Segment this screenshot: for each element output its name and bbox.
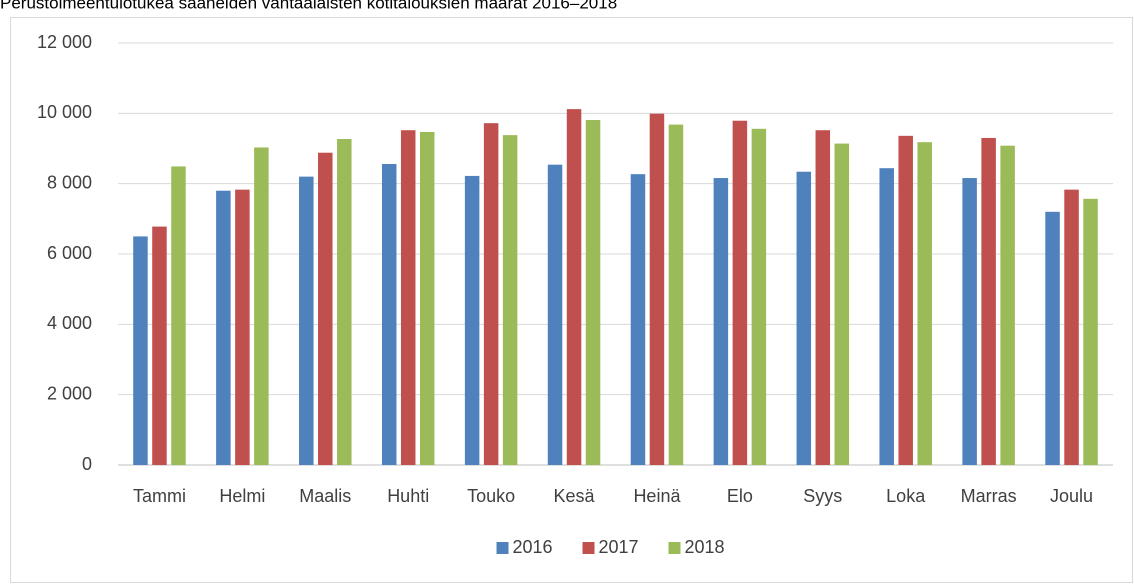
legend-label: 2016 <box>513 537 553 557</box>
bar <box>713 178 729 466</box>
bar <box>171 166 186 465</box>
bar <box>1000 145 1015 466</box>
bar <box>337 139 352 465</box>
x-tick-label: Syys <box>803 486 842 506</box>
bar <box>917 142 932 466</box>
legend-swatch <box>496 542 509 554</box>
bar <box>547 164 563 465</box>
x-tick-label: Maalis <box>299 486 351 506</box>
x-tick-label: Loka <box>886 486 926 506</box>
bar <box>630 174 646 465</box>
legend-swatch <box>582 542 595 554</box>
bar <box>566 109 582 465</box>
bar <box>1045 211 1060 465</box>
y-tick-label: 2 000 <box>47 383 92 403</box>
bar <box>981 137 996 465</box>
x-tick-label: Huhti <box>387 486 429 506</box>
bar <box>898 135 913 465</box>
bar <box>216 190 231 465</box>
bar <box>962 178 977 466</box>
bar <box>400 130 416 466</box>
y-tick-label: 0 <box>82 454 92 474</box>
chart-title: Perustoimeentulotukea saaneiden vantaala… <box>0 0 617 12</box>
bar <box>502 135 518 466</box>
bar <box>464 175 480 465</box>
y-tick-label: 12 000 <box>37 32 92 52</box>
bar <box>1083 198 1098 465</box>
bar <box>732 120 748 466</box>
bar <box>381 163 397 465</box>
bar <box>585 120 601 465</box>
bar <box>483 123 499 466</box>
x-tick-label: Joulu <box>1050 486 1093 506</box>
bar <box>235 189 250 465</box>
bar <box>133 236 148 465</box>
x-tick-label: Tammi <box>133 486 186 506</box>
bar <box>815 130 831 466</box>
bar <box>649 113 665 465</box>
bar <box>796 171 812 465</box>
x-tick-label: Elo <box>727 486 753 506</box>
x-tick-label: Marras <box>961 486 1017 506</box>
bar <box>254 147 269 465</box>
bar <box>879 168 894 465</box>
legend-label: 2018 <box>685 537 725 557</box>
y-tick-label: 10 000 <box>37 102 92 122</box>
bar <box>299 176 314 465</box>
bar <box>1064 189 1079 465</box>
bar <box>751 128 767 465</box>
y-tick-label: 8 000 <box>47 172 92 192</box>
bar <box>419 131 435 465</box>
x-tick-label: Touko <box>467 486 515 506</box>
x-tick-label: Heinä <box>633 486 681 506</box>
x-tick-label: Kesä <box>554 486 596 506</box>
bar <box>152 226 167 465</box>
x-tick-label: Helmi <box>219 486 265 506</box>
y-tick-label: 6 000 <box>47 243 92 263</box>
legend-swatch <box>668 542 681 554</box>
bar <box>668 124 684 465</box>
bar <box>318 152 333 465</box>
legend-label: 2017 <box>599 537 639 557</box>
bar <box>834 143 850 465</box>
y-tick-label: 4 000 <box>47 313 92 333</box>
